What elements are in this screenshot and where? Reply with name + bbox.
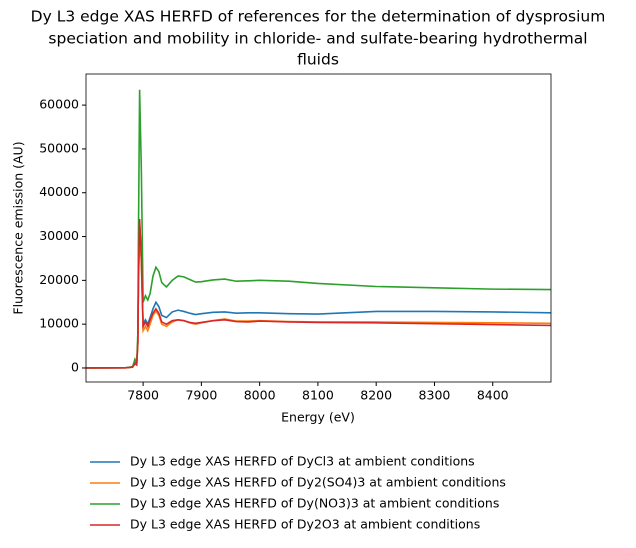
x-tick-label: 8400 xyxy=(477,388,509,403)
y-tick-label: 20000 xyxy=(39,272,79,287)
y-tick-label: 40000 xyxy=(39,184,79,199)
x-axis-label: Energy (eV) xyxy=(281,410,355,425)
legend-label: Dy L3 edge XAS HERFD of Dy2(SO4)3 at amb… xyxy=(130,475,506,490)
x-tick-label: 8100 xyxy=(302,388,334,403)
series-line xyxy=(86,89,551,369)
x-tick-label: 7800 xyxy=(127,388,159,403)
x-tick-label: 8000 xyxy=(244,388,276,403)
x-tick-label: 8300 xyxy=(419,388,451,403)
series-line xyxy=(86,218,551,369)
chart-title: speciation and mobility in chloride- and… xyxy=(48,30,587,48)
y-tick-label: 30000 xyxy=(39,228,79,243)
series-line xyxy=(86,223,551,369)
chart-title: Dy L3 edge XAS HERFD of references for t… xyxy=(31,8,606,26)
x-tick-label: 7900 xyxy=(185,388,217,403)
legend-label: Dy L3 edge XAS HERFD of Dy(NO3)3 at ambi… xyxy=(130,496,499,511)
legend-label: Dy L3 edge XAS HERFD of DyCl3 at ambient… xyxy=(130,454,475,469)
plot-frame xyxy=(85,73,552,383)
y-axis-label: Fluorescence emission (AU) xyxy=(11,141,26,314)
x-tick-label: 8200 xyxy=(360,388,392,403)
legend-label: Dy L3 edge XAS HERFD of Dy2O3 at ambient… xyxy=(130,517,480,532)
y-tick-label: 50000 xyxy=(39,140,79,155)
y-tick-label: 60000 xyxy=(39,97,79,112)
y-tick-label: 0 xyxy=(71,359,79,374)
series-line xyxy=(86,227,551,369)
chart-title: fluids xyxy=(297,51,339,69)
y-tick-label: 10000 xyxy=(39,316,79,331)
